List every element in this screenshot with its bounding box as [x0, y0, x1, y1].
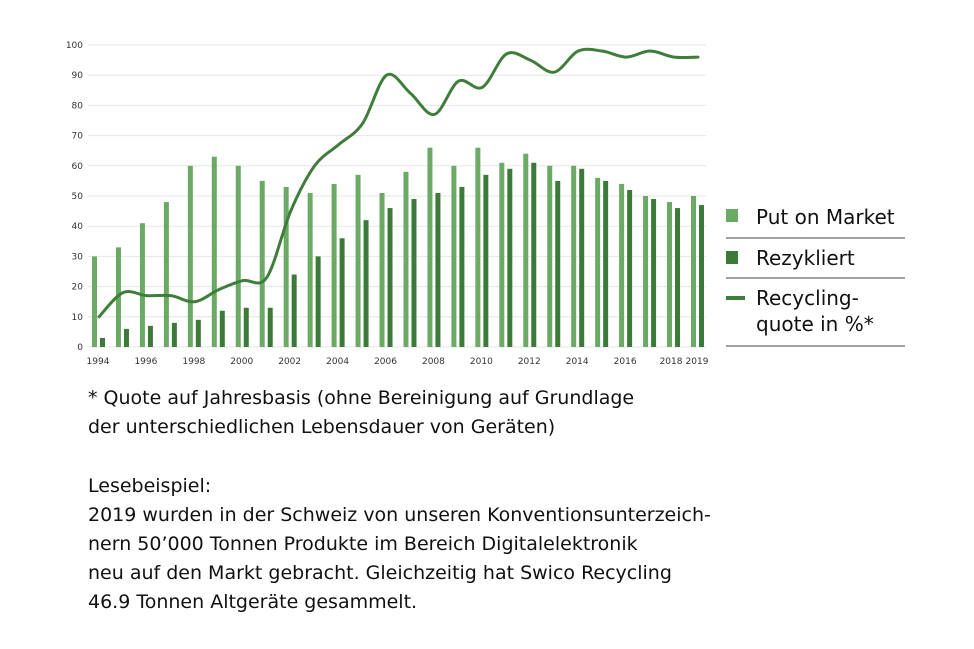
bar-rezykliert: [555, 180, 561, 347]
bar-rezykliert: [363, 220, 369, 347]
bar-rezykliert: [195, 319, 201, 347]
bar-put-on-market: [523, 153, 529, 347]
x-tick-label: 2019: [686, 357, 709, 367]
y-tick-label: 30: [72, 252, 84, 262]
bar-put-on-market: [547, 165, 553, 347]
example-line: 2019 wurden in der Schweiz von unseren K…: [88, 504, 711, 526]
grid-lines: [88, 44, 706, 348]
example-line: neu auf den Markt gebracht. Gleichzeitig…: [88, 562, 672, 584]
bar-rezykliert: [147, 325, 153, 347]
y-tick-label: 100: [66, 41, 83, 51]
bar-put-on-market: [643, 196, 649, 347]
bar-put-on-market: [187, 165, 193, 347]
example-line: nern 50’000 Tonnen Produkte im Bereich D…: [88, 533, 638, 555]
bar-put-on-market: [475, 147, 481, 347]
bar-put-on-market: [667, 202, 673, 347]
bar-put-on-market: [403, 171, 409, 347]
x-tick-label: 2000: [230, 357, 253, 367]
y-axis-ticks: 0 10 20 30 40 50 60 70 80 90 100: [66, 41, 83, 353]
x-tick-label: 2008: [422, 357, 445, 367]
bar-rezykliert: [291, 274, 297, 347]
bar-rezykliert: [339, 238, 345, 347]
bar-rezykliert: [315, 256, 321, 347]
bar-put-on-market: [307, 192, 313, 347]
bar-put-on-market: [283, 186, 289, 347]
bar-rezykliert: [171, 322, 177, 347]
bar-put-on-market: [331, 183, 337, 347]
bar-put-on-market: [259, 180, 265, 347]
bar-rezykliert: [531, 162, 537, 347]
bar-put-on-market: [691, 196, 696, 347]
legend-label-recycling-quote: Recycling-quote in %*: [756, 286, 874, 336]
legend-label-put-on-market: Put on Market: [756, 205, 895, 229]
bar-rezykliert: [123, 328, 129, 347]
x-axis-ticks: 1994 1996 1998 2000 2002 2004 2006 2008 2010 2012…: [87, 357, 709, 367]
bar-put-on-market: [379, 192, 385, 347]
bar-rezykliert: [219, 310, 225, 347]
legend: Put on Market Rezykliert Recycling-quote i…: [726, 205, 905, 347]
chart: 0 10 20 30 40 50 60 70 80 90 100 1994 1996 1998 2000 2…: [66, 41, 905, 367]
bar-put-on-market: [499, 162, 505, 347]
bar-rezykliert: [579, 168, 585, 347]
bar-rezykliert: [507, 168, 513, 347]
y-tick-label: 10: [72, 313, 84, 323]
footnote-line: * Quote auf Jahresbasis (ohne Bereinigun…: [88, 387, 635, 409]
y-tick-label: 70: [72, 132, 84, 142]
x-tick-label: 2012: [518, 357, 541, 367]
bar-rezykliert: [100, 337, 105, 347]
bar-put-on-market: [451, 165, 457, 347]
bar-put-on-market: [571, 165, 577, 347]
x-tick-label: 2004: [326, 357, 349, 367]
legend-swatch-rezykliert: [726, 251, 738, 264]
bar-put-on-market: [211, 156, 217, 347]
bar-rezykliert: [411, 199, 417, 347]
bar-rezykliert: [675, 208, 681, 347]
bar-put-on-market: [163, 202, 169, 347]
bar-rezykliert: [267, 307, 273, 347]
example-line: 46.9 Tonnen Altgeräte gesammelt.: [88, 591, 418, 613]
example-title: Lesebeispiel:: [88, 475, 212, 497]
x-tick-label: 1994: [87, 357, 110, 367]
x-tick-label: 2014: [566, 357, 589, 367]
x-tick-label: 2002: [278, 357, 301, 367]
y-tick-label: 90: [72, 71, 84, 81]
notes: * Quote auf Jahresbasis (ohne Bereinigun…: [88, 384, 788, 617]
legend-label-rezykliert: Rezykliert: [756, 246, 855, 270]
bar-rezykliert: [459, 186, 465, 347]
x-tick-label: 2016: [614, 357, 637, 367]
bar-put-on-market: [139, 223, 145, 347]
footnote-line: der unterschiedlichen Lebensdauer von Ge…: [88, 416, 556, 438]
y-tick-label: 50: [72, 192, 84, 202]
recycling-quote-line: [97, 47, 700, 319]
bar-rezykliert: [603, 180, 609, 347]
x-tick-label: 2018: [660, 357, 683, 367]
bar-put-on-market: [355, 174, 361, 347]
bar-put-on-market: [427, 147, 433, 347]
legend-swatch-put-on-market: [726, 209, 738, 222]
bar-put-on-market: [92, 256, 97, 347]
bar-rezykliert: [243, 307, 249, 347]
bar-rezykliert: [387, 208, 393, 347]
x-tick-label: 2010: [470, 357, 493, 367]
y-tick-label: 60: [72, 162, 84, 172]
bar-put-on-market: [595, 177, 601, 347]
recycling-quote-series-line: [97, 47, 700, 319]
y-tick-label: 40: [72, 222, 84, 232]
bar-rezykliert: [651, 199, 657, 347]
bar-rezykliert: [699, 205, 704, 347]
x-tick-label: 1998: [182, 357, 205, 367]
y-tick-label: 80: [72, 101, 84, 111]
bar-put-on-market: [235, 165, 241, 347]
x-tick-label: 1996: [134, 357, 157, 367]
bar-rezykliert: [435, 192, 441, 347]
x-tick-label: 2006: [374, 357, 397, 367]
bars: [92, 147, 704, 347]
bar-rezykliert: [483, 174, 489, 347]
bar-put-on-market: [619, 183, 625, 347]
y-tick-label: 20: [72, 283, 84, 293]
bar-rezykliert: [627, 189, 633, 347]
y-tick-label: 0: [77, 343, 83, 353]
